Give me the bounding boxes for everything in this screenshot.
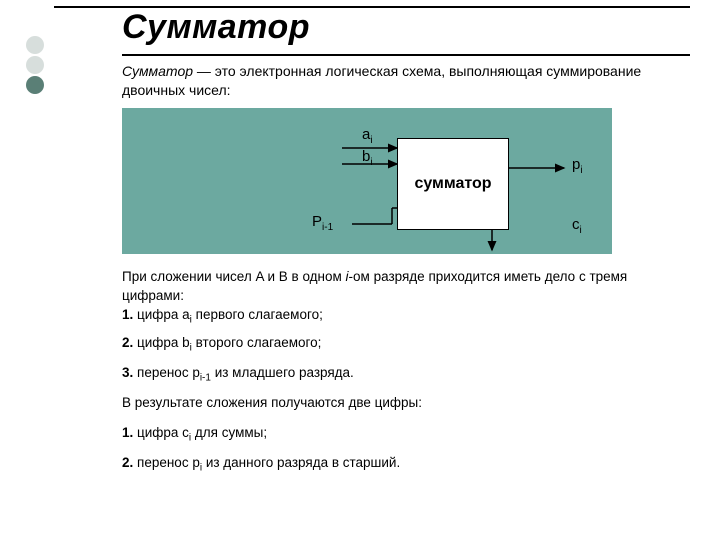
paragraph-2: В результате сложения получаются две циф… [122,394,670,413]
i4-a: цифра c [133,425,189,440]
page-title: Сумматор [122,8,310,47]
i3-num: 3. [122,365,133,380]
i2-a: цифра b [133,335,189,350]
intro-text: Сумматор — это электронная логическая сх… [122,62,660,100]
label-p-i: pi [572,156,583,176]
intro-rest: — это электронная логическая схема, выпо… [122,63,641,98]
i1-num: 1. [122,307,133,322]
label-p-i-1: Pi-1 [312,213,333,233]
i2-num: 2. [122,335,133,350]
i3-sub: i-1 [200,373,211,384]
item-3: 3. перенос pi-1 из младшего разряда. [122,364,670,386]
i1-b: первого слагаемого; [192,307,323,322]
bullet-dot [26,36,44,54]
i3-a: перенос p [133,365,200,380]
item-2: 2. цифра bi второго слагаемого; [122,334,670,356]
title-underline [122,54,690,56]
slide-bullets [26,36,44,94]
i5-num: 2. [122,455,133,470]
i5-a: перенос p [133,455,200,470]
label-c-i: ci [572,216,582,236]
item-4: 1. цифра ci для суммы; [122,424,670,446]
adder-box: сумматор [397,138,509,230]
bullet-dot [26,56,44,74]
i3-b: из младшего разряда. [211,365,354,380]
adder-diagram: сумматор ai bi Pi-1 pi ci [122,108,612,254]
intro-term: Сумматор [122,63,193,79]
i4-num: 1. [122,425,133,440]
i2-b: второго слагаемого; [192,335,322,350]
p2: В результате сложения получаются две циф… [122,395,422,410]
paragraph-1: При сложении чисел A и B в одном i-ом ра… [122,268,670,327]
p1-a: При сложении чисел A и B в одном [122,269,346,284]
label-a-i: ai [362,126,373,146]
adder-box-label: сумматор [414,175,491,193]
label-b-i: bi [362,148,373,168]
item-5: 2. перенос pi из данного разряда в старш… [122,454,670,476]
i1-a: цифра a [133,307,189,322]
i4-b: для суммы; [191,425,267,440]
bullet-dot-active [26,76,44,94]
i5-b: из данного разряда в старший. [202,455,400,470]
